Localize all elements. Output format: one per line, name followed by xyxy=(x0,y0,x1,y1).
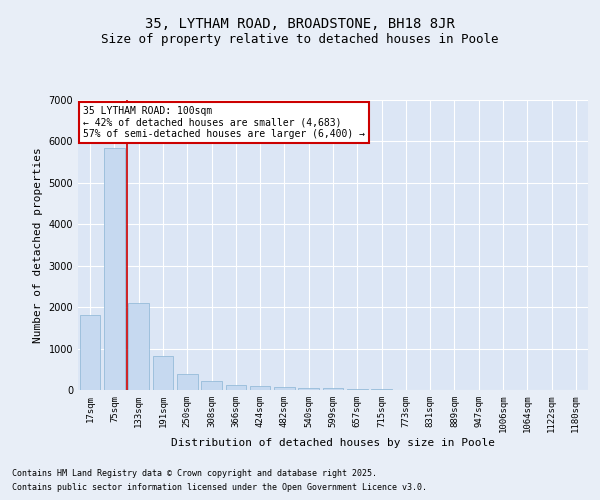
Text: 35, LYTHAM ROAD, BROADSTONE, BH18 8JR: 35, LYTHAM ROAD, BROADSTONE, BH18 8JR xyxy=(145,18,455,32)
Text: Size of property relative to detached houses in Poole: Size of property relative to detached ho… xyxy=(101,32,499,46)
Bar xyxy=(347,389,368,390)
Bar xyxy=(201,381,222,390)
Bar xyxy=(371,389,392,390)
Bar xyxy=(152,356,173,390)
X-axis label: Distribution of detached houses by size in Poole: Distribution of detached houses by size … xyxy=(171,438,495,448)
Y-axis label: Number of detached properties: Number of detached properties xyxy=(33,147,43,343)
Bar xyxy=(323,388,343,390)
Bar xyxy=(226,384,246,390)
Bar xyxy=(274,386,295,390)
Text: Contains HM Land Registry data © Crown copyright and database right 2025.: Contains HM Land Registry data © Crown c… xyxy=(12,468,377,477)
Bar xyxy=(80,316,100,390)
Bar xyxy=(250,386,271,390)
Text: Contains public sector information licensed under the Open Government Licence v3: Contains public sector information licen… xyxy=(12,484,427,492)
Bar xyxy=(177,374,197,390)
Bar xyxy=(128,303,149,390)
Bar xyxy=(298,388,319,390)
Bar xyxy=(104,148,125,390)
Text: 35 LYTHAM ROAD: 100sqm
← 42% of detached houses are smaller (4,683)
57% of semi-: 35 LYTHAM ROAD: 100sqm ← 42% of detached… xyxy=(83,106,365,139)
